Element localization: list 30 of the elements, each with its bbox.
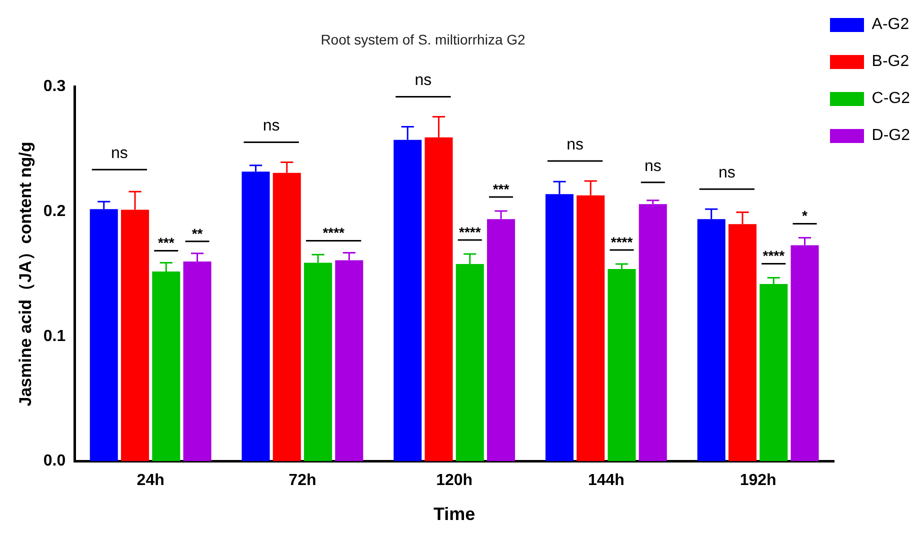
y-tick-label: 0.1 — [43, 328, 66, 345]
annotation: ns — [110, 145, 128, 162]
chart-title: Root system of S. miltiorrhiza G2 — [320, 31, 526, 48]
x-axis-title: Time — [433, 504, 476, 524]
annotation: ns — [414, 72, 432, 90]
x-tick-label: 192h — [740, 472, 776, 490]
y-tick-label: 0.2 — [43, 203, 66, 220]
legend-label: A-G2 — [872, 16, 910, 34]
annotation: * — [802, 208, 808, 224]
legend-label: B-G2 — [872, 53, 910, 71]
y-tick-label: 0.0 — [43, 452, 66, 470]
x-tick-label: 72h — [288, 472, 316, 490]
y-tick-label: 0.3 — [43, 78, 66, 96]
x-tick-label: 24h — [136, 472, 164, 490]
annotation: ns — [566, 136, 584, 154]
annotation: **** — [322, 224, 346, 241]
annotation: ns — [718, 164, 736, 182]
y-axis-title: Jasmine acid（JA）content ng/g — [16, 142, 35, 406]
legend-label: D-G2 — [872, 127, 910, 145]
annotation: **** — [762, 248, 786, 264]
x-tick-label: 120h — [436, 472, 473, 490]
annotation: ns — [644, 158, 662, 175]
legend-label: C-G2 — [872, 90, 910, 108]
annotation: *** — [158, 234, 175, 251]
annotation: **** — [610, 234, 634, 250]
annotation: ns — [262, 118, 280, 135]
annotation: *** — [492, 180, 510, 197]
annotation: **** — [458, 224, 482, 240]
x-tick-label: 144h — [588, 472, 624, 490]
annotation: ** — [192, 225, 204, 242]
